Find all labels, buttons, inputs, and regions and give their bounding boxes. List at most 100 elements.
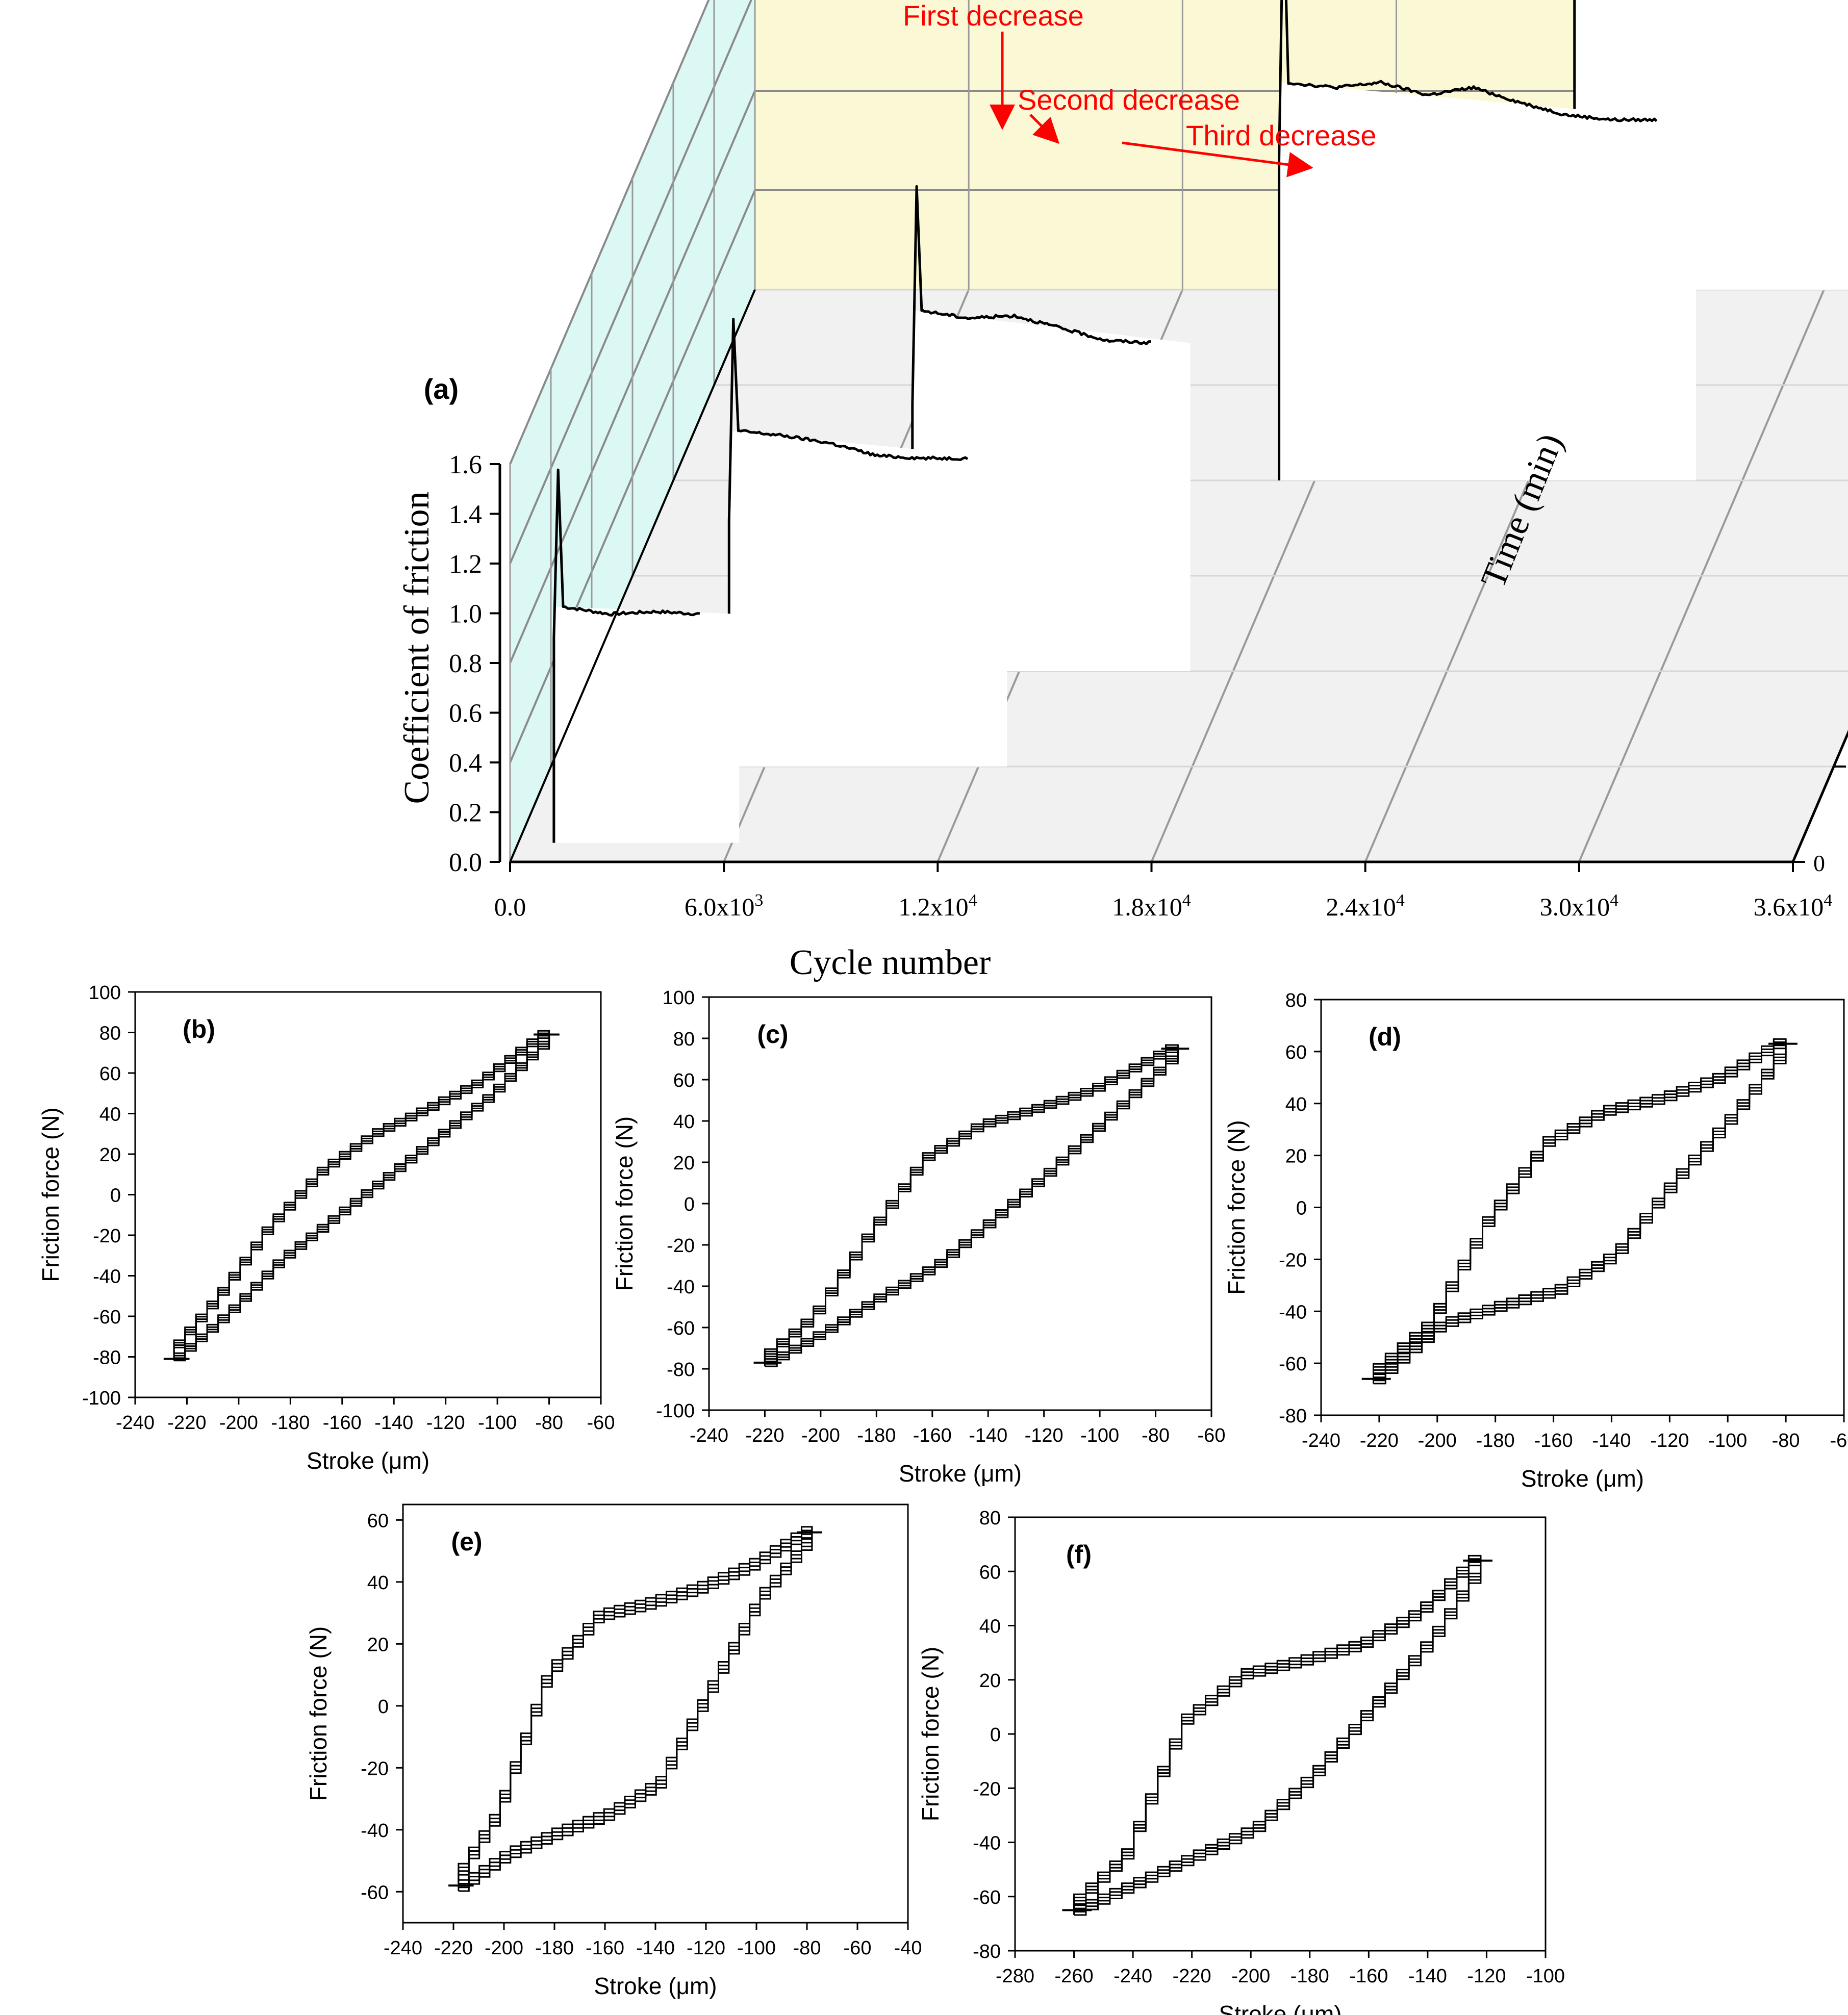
x-tick-label: -180 [1290,1966,1329,1987]
y-tick-label: -40 [361,1820,389,1842]
x-tick-label: -60 [587,1412,615,1434]
y-tick-label: -80 [667,1359,695,1381]
y-tick-label: 20 [99,1144,121,1166]
cof-trace [911,185,1151,671]
cof-tick-label: 1.6 [449,450,482,479]
y-axis-title: Friction force (N) [1223,1120,1250,1294]
cycle-tick-label: 1.2x104 [898,891,977,921]
x-tick-label: -160 [913,1425,952,1446]
y-tick-label: 100 [663,987,695,1009]
x-tick-label: -220 [1360,1430,1399,1451]
x-axis-title: Stroke (μm) [1521,1465,1644,1492]
y-tick-label: -80 [93,1347,121,1369]
cof-trace [552,468,700,843]
x-tick-label: -100 [478,1412,517,1434]
x-tick-label: -240 [116,1412,155,1434]
panel-label: (e) [451,1527,482,1556]
trace-occluder [553,606,740,843]
y-tick-label: 20 [1285,1146,1307,1167]
x-tick-label: -180 [271,1412,310,1434]
panels-b-f-hysteresis: -240 -220 -200 -180 -160 -140 -120 -100 -80 -60 -1… [37,982,1848,2015]
cycle-tick-label: 0.0 [494,892,526,921]
y-tick-label: 20 [673,1153,695,1174]
annotation-arrow [1122,141,1313,177]
trace-group [727,318,1007,767]
x-tick-label: -200 [219,1412,258,1434]
y-tick-label: -60 [973,1887,1001,1908]
trace-occluder [729,430,1007,767]
y-tick-label: -60 [361,1882,389,1903]
panel-b: -240 -220 -200 -180 -160 -140 -120 -100 -80 -60 -1… [37,982,615,1474]
x-axis-title: Stroke (μm) [307,1447,429,1474]
x-tick-label: -280 [996,1966,1034,1987]
y-tick-label: -80 [973,1941,1001,1962]
x-tick-label: -220 [745,1425,784,1446]
cycle-axis-title: Cycle number [790,943,991,982]
x-tick-label: -80 [1142,1425,1170,1446]
y-tick-label: 60 [673,1070,695,1091]
x-tick-label: -120 [1650,1430,1689,1451]
trace-group [1278,0,1696,480]
cycle-tick-label: 2.4x104 [1326,891,1405,921]
x-tick-label: -80 [1772,1430,1800,1451]
x-tick-label: -140 [374,1412,413,1434]
x-tick-label: -200 [485,1937,523,1959]
x-tick-label: -200 [1231,1966,1270,1987]
trace-group [552,468,740,843]
panel-e: -240 -220 -200 -180 -160 -140 -120 -100 -80 -60 -4… [305,1503,922,1999]
y-tick-label: 80 [979,1508,1001,1529]
x-tick-label: -100 [737,1937,776,1959]
y-tick-label: 0 [990,1724,1001,1746]
annotation-second-decrease: Second decrease [1018,84,1240,116]
x-tick-label: -100 [1526,1966,1565,1987]
x-tick-label: -260 [1055,1966,1094,1987]
y-tick-label: 60 [99,1063,121,1085]
annotation-arrow [1029,114,1060,144]
y-tick-label: -100 [656,1400,695,1422]
y-tick-label: 40 [99,1104,121,1126]
cof-tick-label: 0.6 [449,699,482,728]
y-axis-title: Friction force (N) [917,1647,944,1821]
x-tick-label: -60 [1830,1430,1848,1451]
x-tick-label: -80 [535,1412,563,1434]
y-tick-label: 20 [367,1634,389,1655]
y-tick-label: 0 [684,1194,695,1215]
cycle-tick-label: 6.0x103 [685,891,764,921]
x-tick-label: -120 [426,1412,465,1434]
x-axis-title: Stroke (μm) [899,1460,1022,1487]
y-tick-label: 60 [1285,1042,1307,1063]
y-tick-label: -60 [1279,1354,1307,1375]
y-axis-title: Friction force (N) [37,1107,64,1282]
x-tick-label: -180 [1476,1430,1515,1451]
panel-label: (b) [183,1015,215,1043]
x-tick-label: -180 [535,1937,574,1959]
x-tick-label: -240 [690,1425,728,1446]
y-tick-label: -60 [93,1307,121,1328]
y-axis-title: Friction force (N) [305,1626,332,1801]
y-tick-label: -60 [667,1318,695,1339]
x-tick-label: -160 [323,1412,362,1434]
y-axis-title: Friction force (N) [611,1116,638,1291]
panel-label: (c) [757,1020,788,1049]
x-tick-label: -100 [1708,1430,1747,1451]
x-tick-label: -40 [894,1937,922,1959]
y-tick-label: -100 [82,1388,121,1409]
x-tick-label: -220 [167,1412,206,1434]
panel-label: (f) [1066,1540,1092,1569]
cof-axis-title: Coefficient of friction [397,492,437,804]
x-axis-title: Stroke (μm) [594,1973,717,1999]
x-tick-label: -60 [1198,1425,1226,1446]
y-tick-label: 80 [99,1023,121,1044]
x-tick-label: -220 [434,1937,473,1959]
x-tick-label: -60 [844,1937,872,1959]
panel-a-3d-chart: 0.0 0.2 0.4 0.6 0.8 1.0 1.2 1.4 1.6 0.0 6.0x103 1.2… [397,0,1848,982]
plot-frame [402,1503,909,1924]
y-tick-label: 0 [110,1185,121,1207]
x-tick-label: -160 [1349,1966,1388,1987]
panel-label: (a) [424,373,459,405]
x-tick-label: -160 [586,1937,624,1959]
x-tick-label: -140 [969,1425,1007,1446]
cycle-tick-label: 3.0x104 [1540,891,1619,921]
cof-tick-label: 0.0 [449,848,482,877]
